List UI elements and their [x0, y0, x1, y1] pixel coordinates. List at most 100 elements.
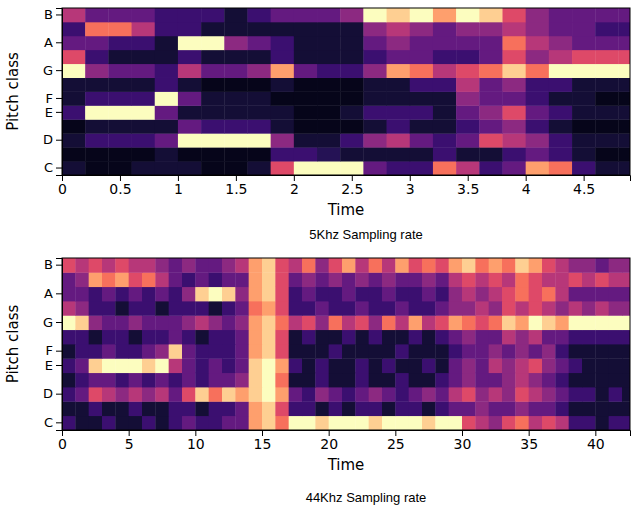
- heat-cell: [410, 8, 434, 22]
- heat-cell: [142, 416, 156, 430]
- heat-cell: [622, 387, 630, 402]
- heat-cell: [155, 358, 169, 373]
- x-tick-label: 15: [254, 436, 272, 452]
- heat-cell: [62, 373, 76, 388]
- heat-cell: [572, 22, 596, 36]
- heat-cell: [275, 258, 289, 273]
- heat-cell: [247, 64, 271, 78]
- heat-cell: [572, 8, 596, 22]
- heat-cell: [395, 258, 409, 273]
- heat-cell: [329, 315, 343, 330]
- heat-cell: [582, 258, 596, 273]
- x-tick: 0.5: [109, 175, 131, 197]
- heat-cell: [289, 301, 303, 316]
- heat-cell: [515, 401, 529, 416]
- heat-cell: [294, 78, 318, 92]
- heat-cell: [340, 78, 364, 92]
- heat-cell: [115, 387, 129, 402]
- y-tick: B: [44, 257, 62, 272]
- heat-cell: [462, 373, 476, 388]
- heat-cell: [529, 258, 543, 273]
- y-tick-label: G: [43, 63, 53, 78]
- heat-cell: [249, 387, 263, 402]
- heat-cell: [595, 272, 609, 287]
- heat-cell: [582, 315, 596, 330]
- heat-cell: [62, 92, 86, 106]
- heat-cell: [275, 416, 289, 430]
- heat-cell: [609, 330, 623, 345]
- heat-cell: [155, 36, 179, 50]
- heatmap-cells: [62, 8, 630, 175]
- heat-cell: [363, 78, 387, 92]
- heat-cell: [142, 258, 156, 273]
- heat-cell: [302, 344, 316, 359]
- x-tick: 1: [174, 175, 183, 197]
- heat-cell: [526, 64, 550, 78]
- heat-cell: [247, 119, 271, 133]
- heat-cell: [289, 358, 303, 373]
- heat-cell: [178, 64, 202, 78]
- heat-cell: [289, 344, 303, 359]
- heat-cell: [475, 258, 489, 273]
- heat-cell: [555, 358, 569, 373]
- y-axis: CDEFGAB: [43, 7, 63, 175]
- heat-cell: [422, 358, 436, 373]
- heat-cell: [595, 358, 609, 373]
- heat-cell: [294, 147, 318, 161]
- heat-cell: [526, 50, 550, 64]
- heat-cell: [572, 36, 596, 50]
- heat-cell: [102, 301, 116, 316]
- heat-cell: [549, 50, 573, 64]
- heat-cell: [515, 373, 529, 388]
- heat-cell: [108, 161, 132, 175]
- heat-cell: [155, 8, 179, 22]
- heat-cell: [542, 344, 556, 359]
- heat-cell: [294, 22, 318, 36]
- heat-cell: [342, 301, 356, 316]
- heat-cell: [456, 8, 480, 22]
- heat-cell: [433, 78, 457, 92]
- heat-cell: [433, 161, 457, 175]
- heat-cell: [595, 119, 619, 133]
- heat-cell: [222, 373, 236, 388]
- heat-cell: [387, 78, 411, 92]
- heat-cell: [262, 272, 276, 287]
- heat-cell: [62, 161, 86, 175]
- heat-cell: [622, 373, 630, 388]
- heat-cell: [209, 401, 223, 416]
- heat-cell: [449, 401, 463, 416]
- heat-cell: [249, 416, 263, 430]
- heat-cell: [555, 301, 569, 316]
- heat-cell: [108, 133, 132, 147]
- heat-cell: [369, 258, 383, 273]
- heat-cell: [89, 373, 103, 388]
- heat-cell: [201, 36, 225, 50]
- heat-cell: [502, 301, 516, 316]
- heat-cell: [382, 258, 396, 273]
- heat-cell: [182, 258, 196, 273]
- heat-cell: [275, 272, 289, 287]
- heat-cell: [515, 258, 529, 273]
- heat-cell: [224, 36, 248, 50]
- heat-cell: [75, 315, 89, 330]
- heat-cell: [108, 64, 132, 78]
- heat-cell: [262, 330, 276, 345]
- heat-cell: [462, 344, 476, 359]
- heat-cell: [572, 119, 596, 133]
- x-tick-label: 0: [58, 181, 67, 197]
- heat-cell: [195, 258, 209, 273]
- heat-cell: [62, 50, 86, 64]
- y-tick-label: F: [46, 91, 53, 106]
- y-tick-mark: [56, 394, 62, 395]
- heat-cell: [155, 92, 179, 106]
- heat-cell: [363, 50, 387, 64]
- heat-cell: [342, 272, 356, 287]
- heat-cell: [62, 272, 76, 287]
- heat-cell: [529, 315, 543, 330]
- heat-cell: [195, 344, 209, 359]
- heat-cell: [315, 373, 329, 388]
- heat-cell: [195, 387, 209, 402]
- heat-cell: [572, 92, 596, 106]
- heat-cell: [302, 272, 316, 287]
- heat-cell: [102, 258, 116, 273]
